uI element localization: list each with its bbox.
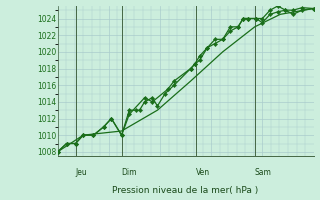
Text: Dim: Dim: [122, 168, 137, 177]
Text: Pression niveau de la mer( hPa ): Pression niveau de la mer( hPa ): [112, 186, 259, 195]
Text: Sam: Sam: [255, 168, 272, 177]
Text: Jeu: Jeu: [76, 168, 87, 177]
Text: Ven: Ven: [196, 168, 210, 177]
